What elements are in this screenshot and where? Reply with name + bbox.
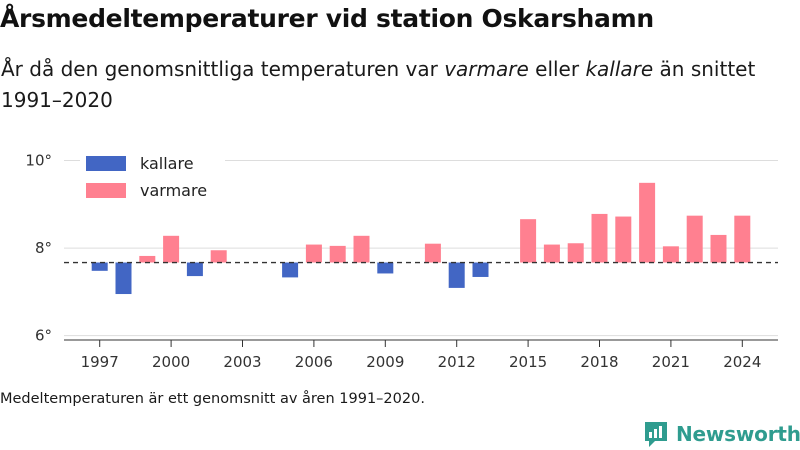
temperature-bar-chart: 1997 2000 2003 2006 2009 2012 2015 2018 2021 2024…	[25, 150, 778, 371]
chart-title: Årsmedeltemperaturer vid station Oskarsh…	[0, 4, 654, 33]
bar-1998	[115, 262, 132, 295]
subtitle-warm-word: varmare	[444, 57, 529, 81]
newsworthy-logo-icon	[645, 422, 667, 447]
x-tick-label: 2024	[723, 353, 761, 371]
legend-swatch-varmare	[86, 183, 126, 198]
bar-2002	[210, 250, 227, 263]
x-tick-label: 2015	[509, 353, 547, 371]
x-tick-label: 1997	[81, 353, 119, 371]
y-axis-labels: 6° 8° 10°	[25, 152, 52, 345]
x-tick-label: 2003	[223, 353, 261, 371]
bar-2001	[186, 262, 203, 277]
subtitle-text-3: än snittet 1991–2020	[1, 57, 756, 112]
bar-2022	[686, 215, 703, 263]
bar-2018	[591, 213, 608, 263]
legend: kallare varmare	[80, 150, 225, 205]
x-tick-label: 2009	[366, 353, 404, 371]
footnote: Medeltemperaturen är ett genomsnitt av å…	[0, 391, 425, 407]
bar-2017	[567, 243, 584, 263]
bar-2023	[710, 234, 727, 263]
bar-2024	[734, 215, 751, 263]
x-tick-label: 2006	[295, 353, 333, 371]
bar-2015	[520, 219, 537, 263]
bar-2000	[163, 235, 180, 263]
bar-2011	[424, 243, 441, 263]
brand-name: Newsworthy	[676, 422, 800, 446]
subtitle-text-1: År då den genomsnittliga temperaturen va…	[1, 57, 445, 81]
bar-2008	[353, 235, 370, 263]
legend-swatch-kallare	[86, 156, 126, 171]
x-axis: 1997 2000 2003 2006 2009 2012 2015 2018 2021 2024	[64, 339, 778, 371]
subtitle-text-2: eller	[528, 57, 586, 81]
bar-2005	[282, 262, 299, 278]
x-tick-label: 2000	[152, 353, 190, 371]
bar-2007	[329, 245, 346, 263]
bar-2020	[639, 182, 656, 263]
x-tick-label: 2012	[438, 353, 476, 371]
bar-2013	[472, 262, 489, 277]
y-tick-label: 6°	[35, 327, 52, 345]
bar-1997	[91, 262, 108, 271]
bar-2009	[377, 262, 394, 274]
bar-2016	[543, 244, 560, 263]
bar-1999	[139, 255, 156, 263]
bar-2012	[448, 262, 465, 288]
bar-2021	[662, 246, 679, 263]
bar-2006	[305, 244, 322, 263]
y-tick-label: 10°	[25, 152, 52, 170]
bar-2019	[615, 216, 632, 263]
x-tick-label: 2021	[652, 353, 690, 371]
x-tick-label: 2018	[580, 353, 618, 371]
chart-subtitle: År då den genomsnittliga temperaturen va…	[1, 54, 761, 116]
legend-label-varmare: varmare	[140, 181, 207, 200]
legend-label-kallare: kallare	[140, 154, 194, 173]
newsworthy-logo: Newsworthy	[643, 420, 800, 448]
subtitle-cold-word: kallare	[585, 57, 654, 81]
y-tick-label: 8°	[35, 239, 52, 257]
bars	[91, 182, 751, 295]
